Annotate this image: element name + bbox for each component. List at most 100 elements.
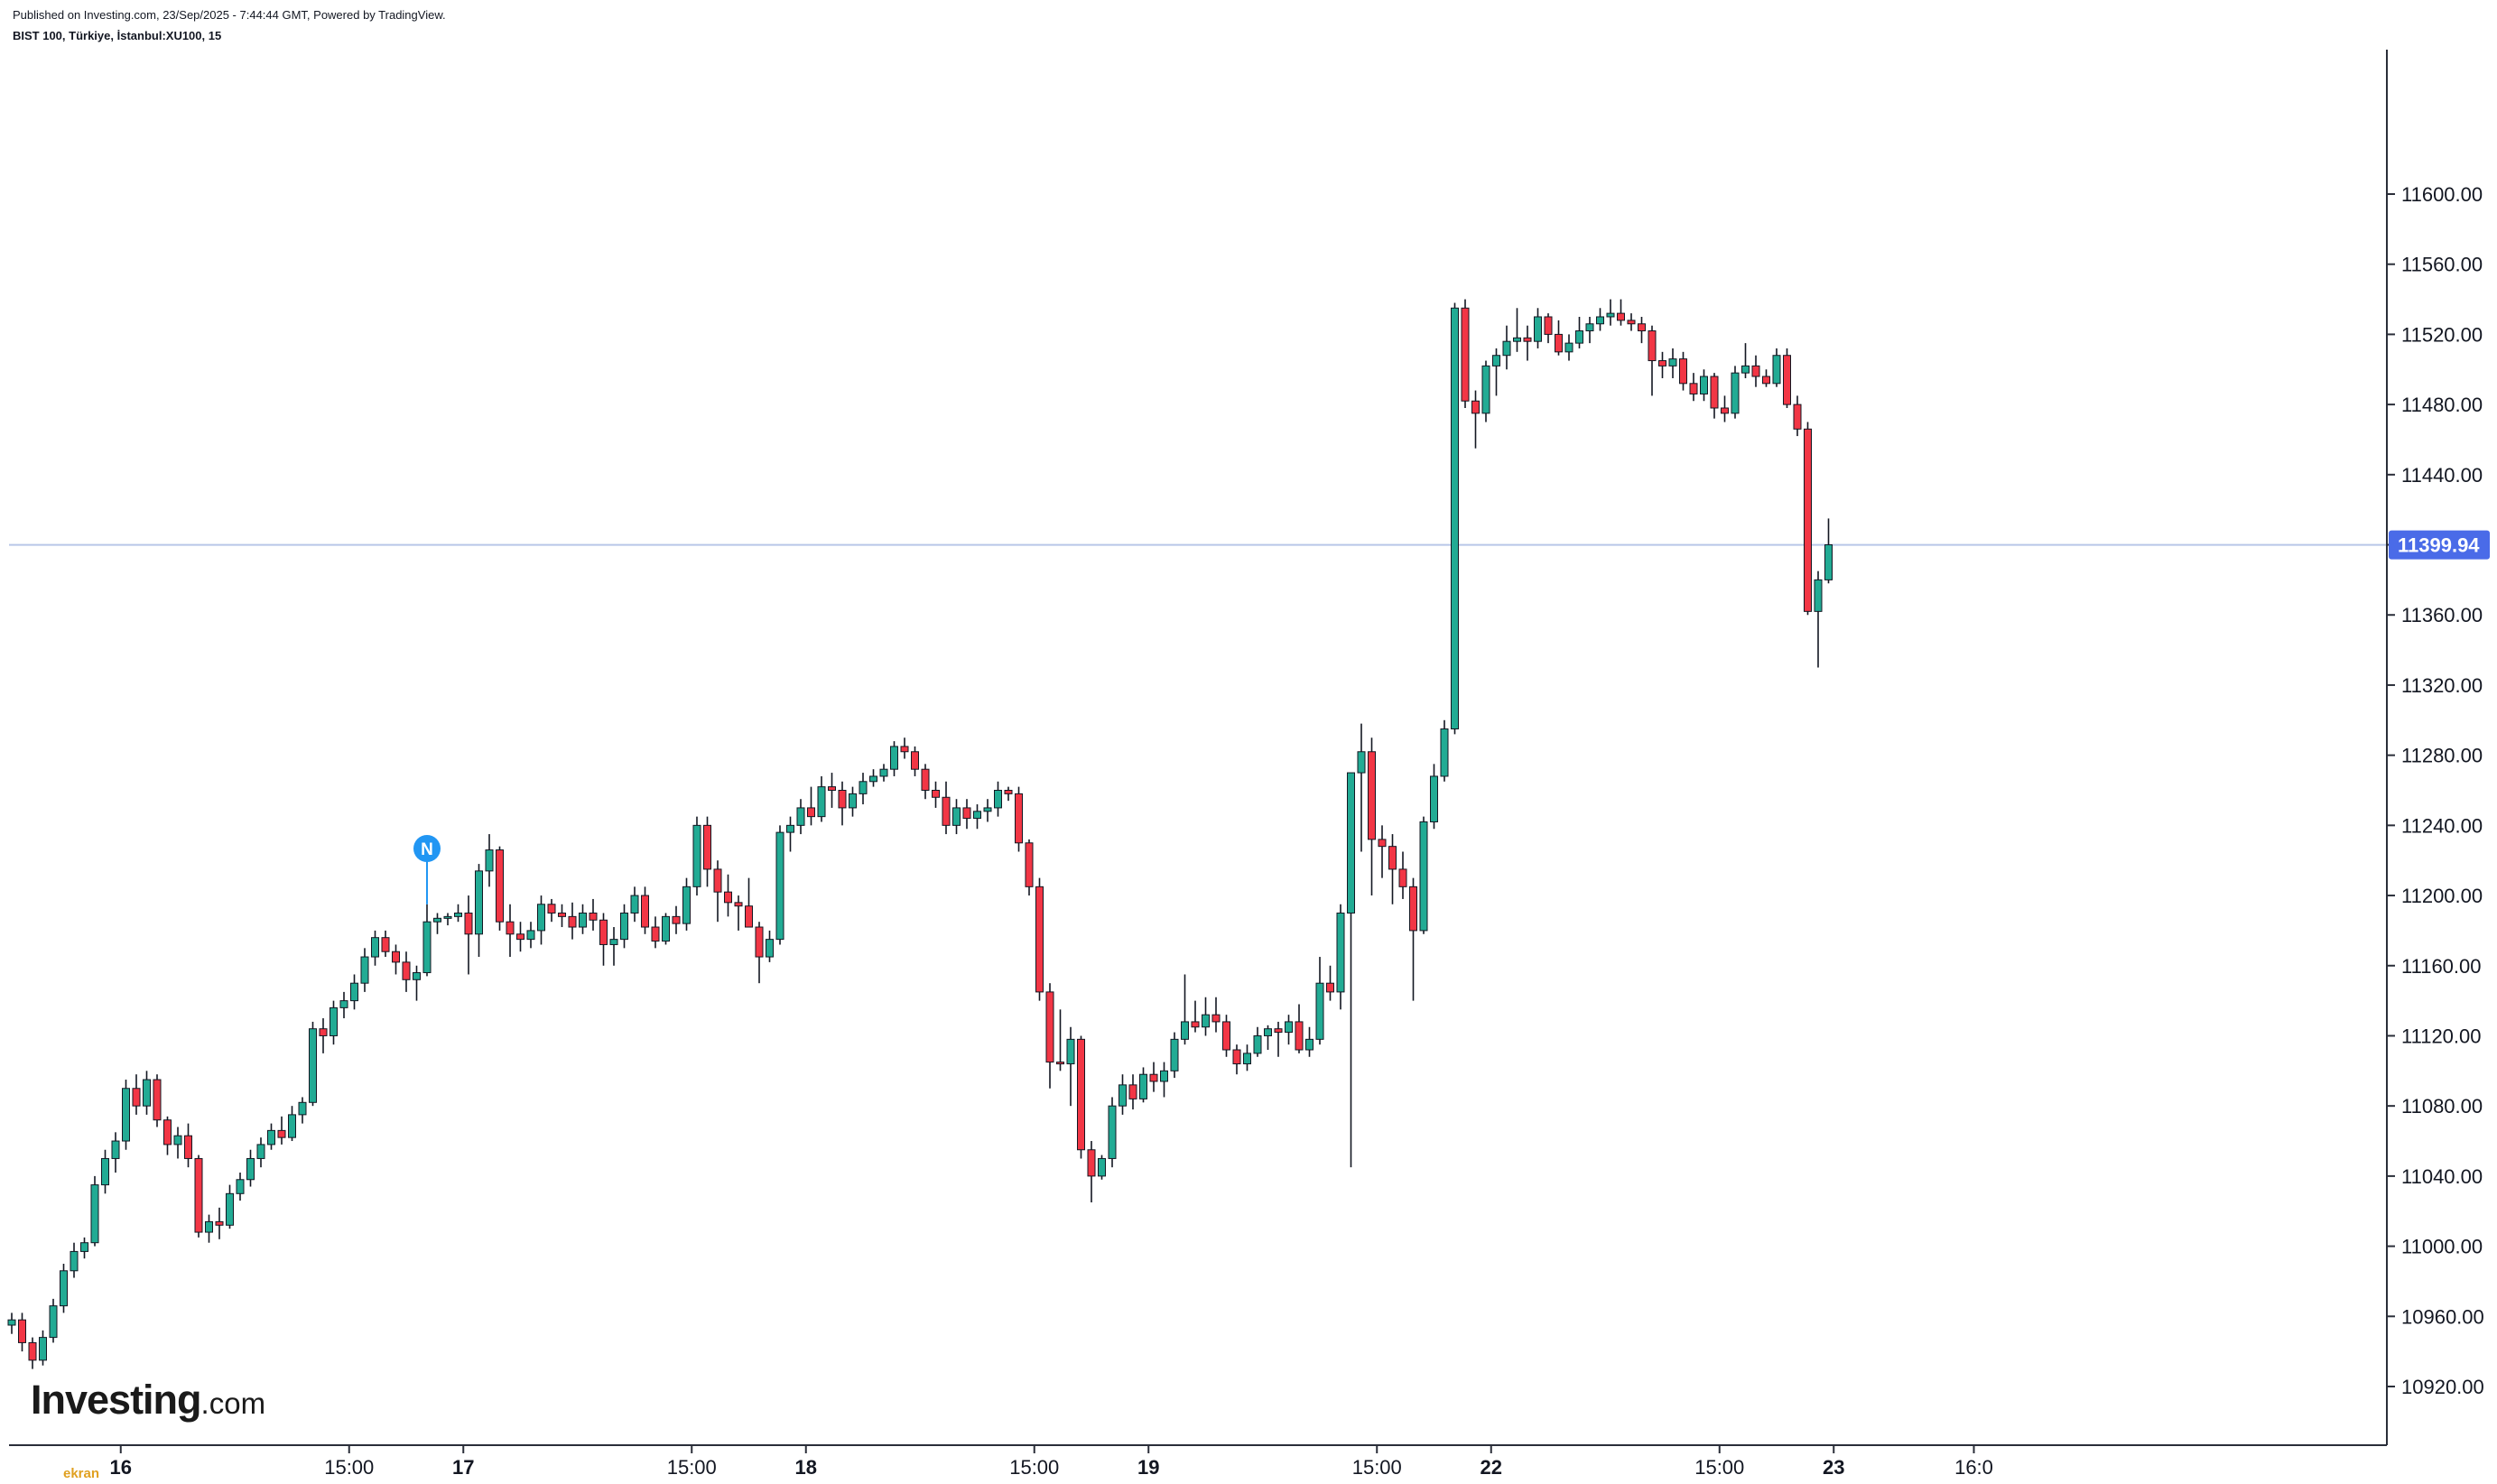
candle-body [921, 768, 930, 791]
candle-body [849, 793, 857, 809]
candle-body [516, 933, 524, 941]
candle-body [205, 1220, 213, 1233]
candle-body [1264, 1028, 1272, 1036]
candle-body [1149, 1073, 1158, 1082]
y-tick-label: 11600.00 [2401, 183, 2483, 206]
candle-body [1191, 1021, 1200, 1028]
x-tick-label: 16 [110, 1456, 132, 1479]
candle-body [1045, 991, 1054, 1063]
candle-body [443, 915, 452, 919]
candle-body [7, 1319, 16, 1326]
candle-body [1606, 312, 1615, 318]
candle-body [1098, 1157, 1106, 1177]
y-tick-label: 11280.00 [2401, 745, 2483, 767]
candle-body [1170, 1038, 1179, 1071]
candle-body [1035, 886, 1044, 993]
candle-body [1388, 846, 1397, 870]
candle-body [1710, 376, 1719, 409]
candle-body [1409, 886, 1417, 932]
candle-body [49, 1305, 58, 1339]
candle-body [1544, 316, 1553, 335]
candle-body [1502, 340, 1511, 357]
candle-body [267, 1129, 275, 1145]
candle-body [1772, 355, 1781, 385]
candle-body [942, 796, 951, 826]
y-tick-label: 11200.00 [2401, 885, 2483, 907]
candle-body [1119, 1084, 1127, 1107]
y-tick-label: 11520.00 [2401, 323, 2483, 346]
candle-body [609, 939, 618, 945]
candle-body [1128, 1084, 1137, 1099]
axes: 10920.00 10960.00 11000.00 11040.00 11080.00… [9, 50, 2490, 1479]
candle-body [1762, 376, 1770, 385]
candle-body [1513, 337, 1521, 342]
candle-body [1638, 323, 1646, 332]
candle-body [184, 1135, 192, 1159]
x-tick-label: 19 [1137, 1456, 1159, 1479]
candle-body [1751, 365, 1760, 377]
candle-body [392, 951, 400, 963]
y-tick-label: 11080.00 [2401, 1095, 2483, 1118]
candle-body [1555, 333, 1563, 353]
candle-body [413, 972, 421, 980]
candle-body [422, 921, 432, 974]
candle-body [1056, 1062, 1064, 1065]
candle-body [80, 1242, 88, 1252]
candle-body [817, 786, 826, 818]
candle-body [766, 939, 774, 958]
candle-body [194, 1157, 203, 1233]
candle-body [1015, 793, 1023, 844]
y-tick-label: 11320.00 [2401, 674, 2483, 697]
candle-body [672, 915, 681, 924]
candle-body [464, 912, 473, 935]
last-price-tag [2389, 530, 2490, 560]
candle-body [1814, 579, 1823, 612]
candle-body [173, 1135, 182, 1145]
y-tick-label: 11560.00 [2401, 254, 2483, 276]
candle-body [1398, 868, 1407, 887]
candle-body [620, 912, 628, 941]
candle-body [1181, 1021, 1189, 1040]
x-tick-label: 23 [1823, 1456, 1844, 1479]
candle-body [537, 904, 545, 932]
candle-body [298, 1101, 307, 1116]
y-tick-label: 11480.00 [2401, 394, 2483, 416]
candle-body [371, 937, 379, 958]
candle-body [330, 1006, 338, 1036]
symbol-title: BIST 100, Türkiye, İstanbul:XU100, 15 [13, 29, 222, 42]
candle-body [1430, 775, 1438, 822]
candle-body [589, 912, 598, 921]
candle-body [236, 1179, 245, 1194]
candle-body [1564, 342, 1573, 353]
candle-body [1004, 790, 1013, 794]
candle-body [838, 790, 847, 809]
candle-body [339, 1000, 348, 1008]
candle-body [1617, 312, 1625, 321]
candle-body [1274, 1028, 1283, 1034]
candle-body [828, 786, 836, 791]
candles [7, 299, 1833, 1369]
candle-body [807, 807, 815, 818]
x-tick-label: 18 [795, 1456, 817, 1479]
candle-body [246, 1157, 255, 1181]
candle-body [70, 1250, 79, 1272]
candle-body [319, 1028, 328, 1036]
candle-body [1211, 1014, 1221, 1023]
candle-body [1534, 316, 1542, 342]
candle-body [786, 824, 794, 833]
candle-body [1336, 912, 1345, 993]
candle-body [1731, 372, 1740, 414]
candle-body [1824, 544, 1833, 580]
candle-body [1523, 337, 1532, 342]
x-tick-label: 15:00 [1009, 1456, 1059, 1479]
candle-body [1202, 1014, 1210, 1028]
candle-body [1378, 839, 1387, 848]
candle-body [1461, 307, 1470, 402]
candle-body [775, 831, 784, 941]
candle-body [360, 956, 369, 984]
candle-body [506, 921, 515, 935]
candle-body [256, 1144, 265, 1159]
candle-body [1077, 1038, 1085, 1151]
candle-body [1285, 1021, 1293, 1034]
